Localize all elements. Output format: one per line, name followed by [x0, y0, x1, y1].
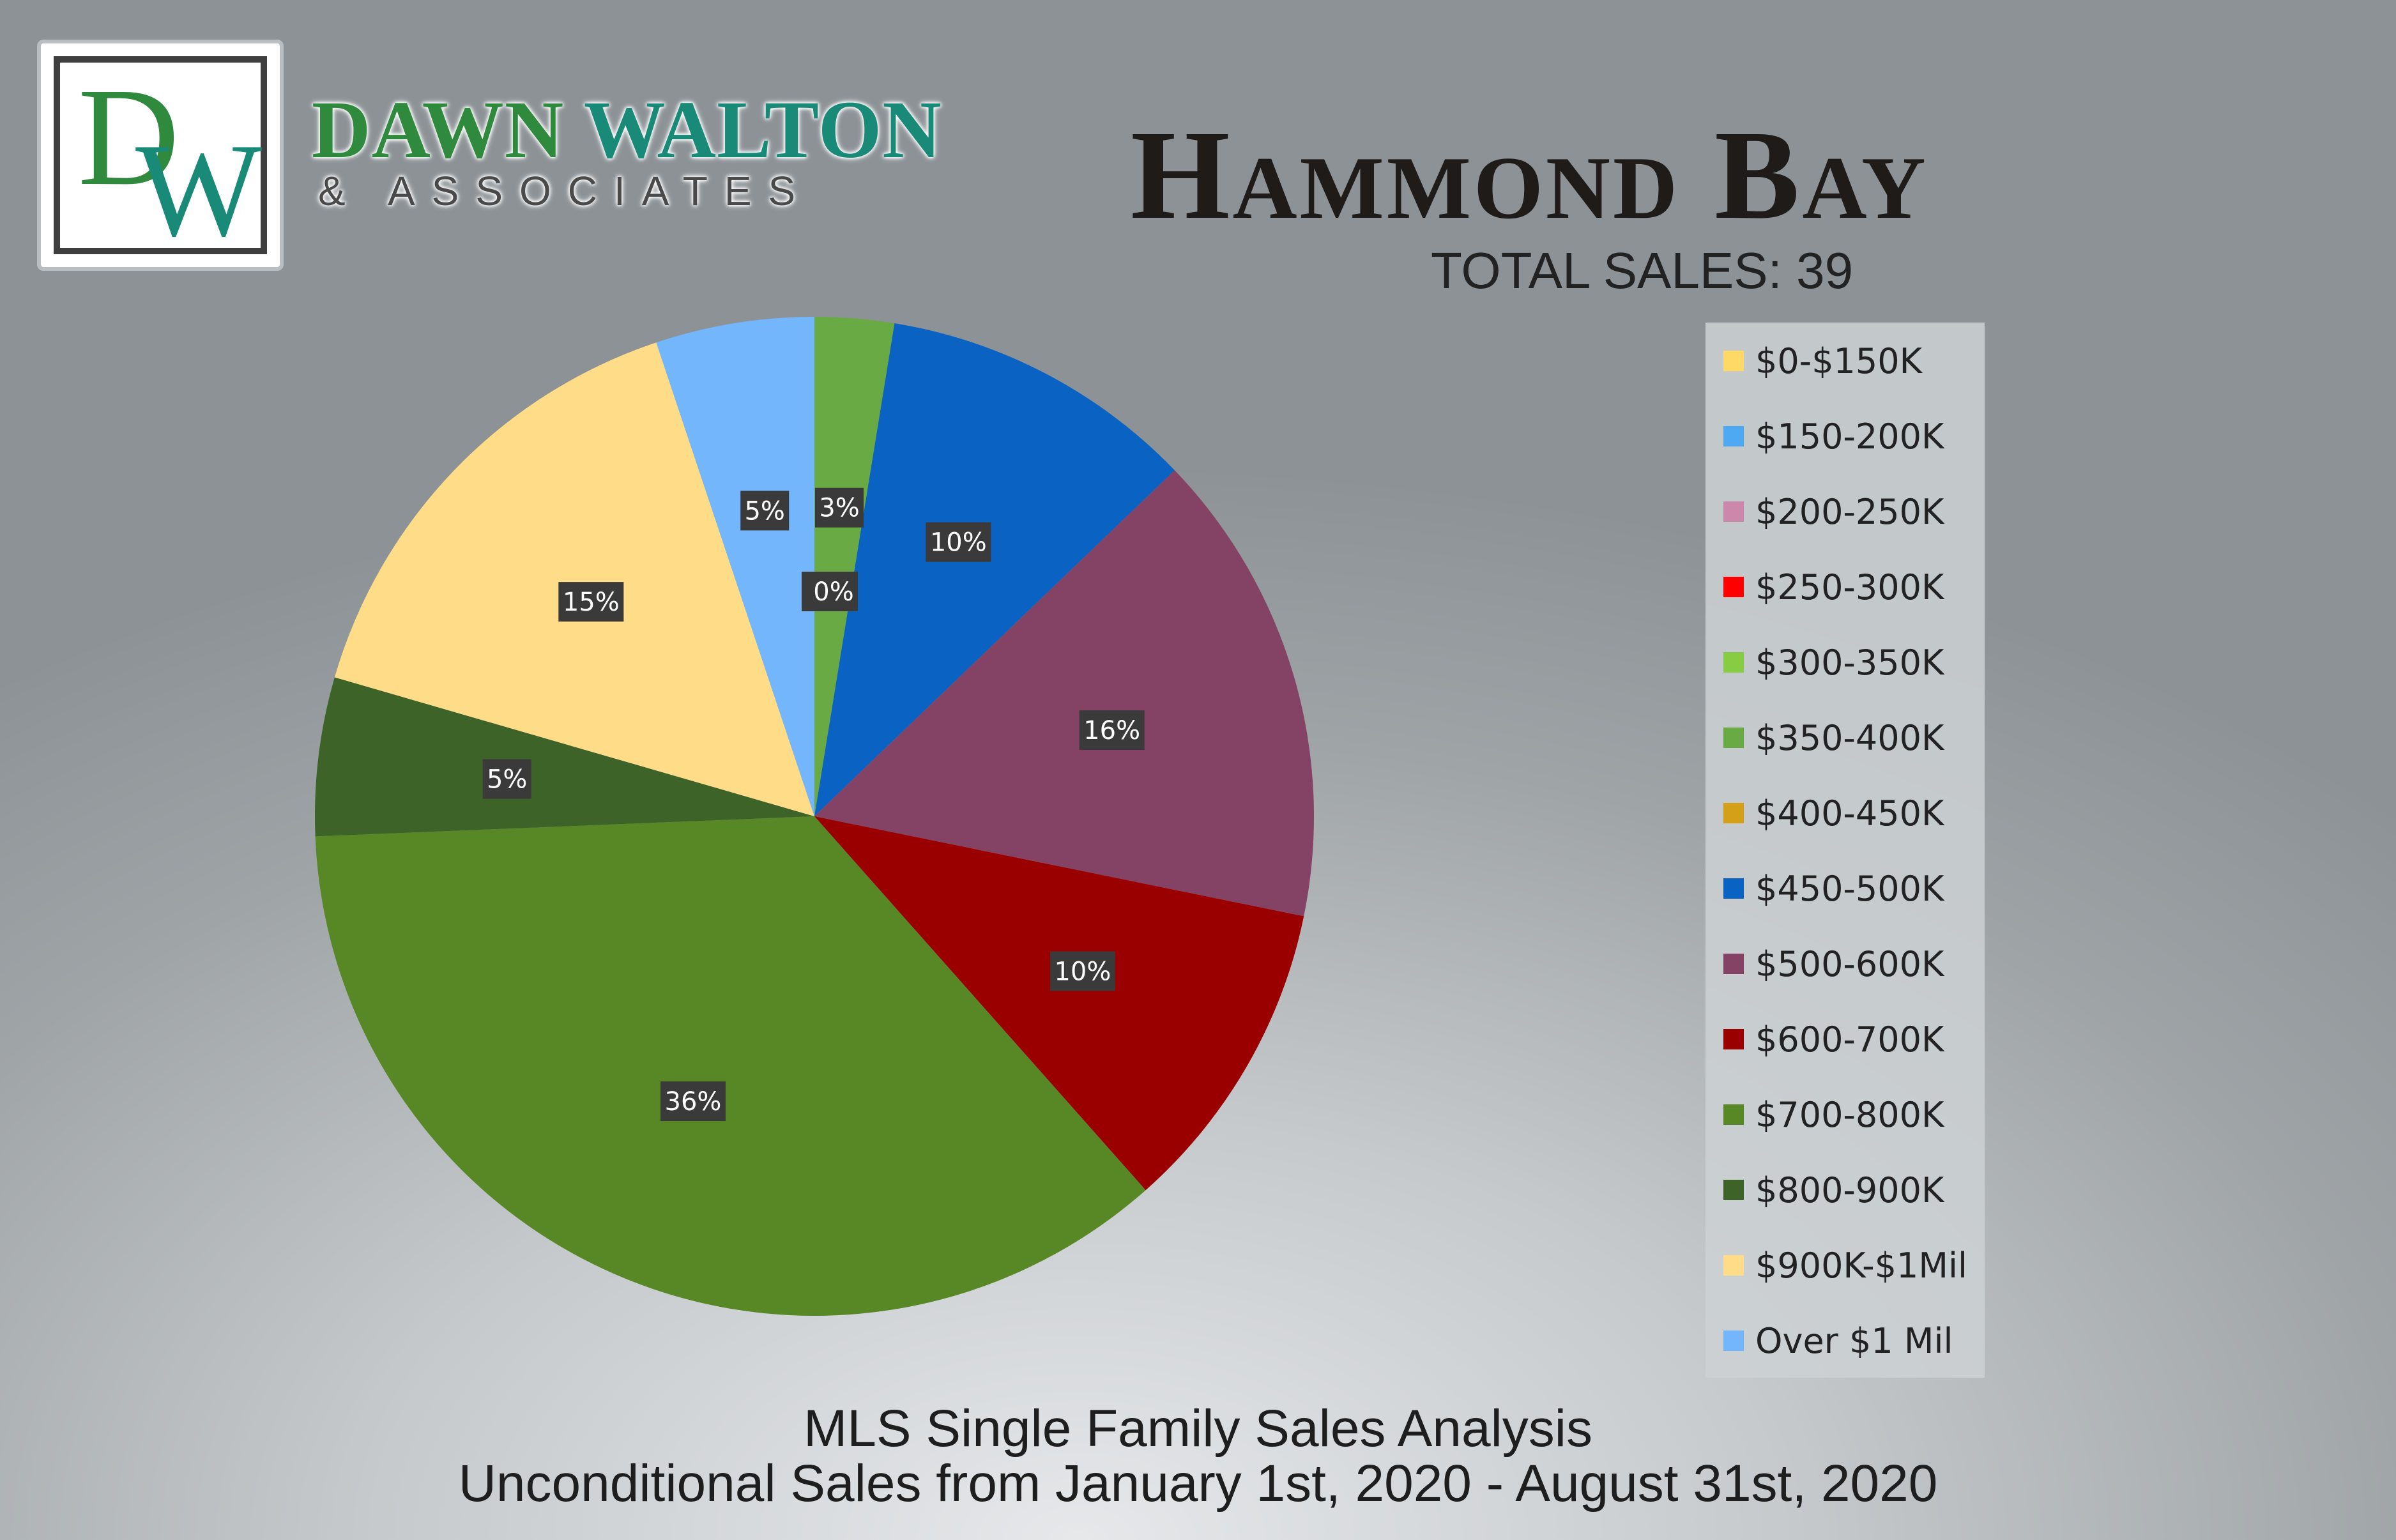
legend-item: $150-200K [1723, 411, 1944, 462]
legend-swatch [1723, 1029, 1744, 1049]
legend-swatch [1723, 954, 1744, 974]
data-label-box [740, 491, 790, 531]
logo-name: DAWN WALTON [312, 83, 942, 177]
data-label-box [815, 487, 864, 528]
footer-title: MLS Single Family Sales Analysis [803, 1399, 1593, 1458]
data-label-text: 16% [1083, 716, 1140, 745]
data-label-box [1079, 710, 1145, 751]
logo-monogram-box: D W [37, 40, 284, 271]
logo-monogram-d: D [78, 63, 179, 215]
legend-label: $400-450K [1755, 793, 1944, 834]
footer-subtitle: Unconditional Sales from January 1st, 20… [458, 1454, 1938, 1513]
legend-swatch [1723, 803, 1744, 823]
data-label-11: 36% [660, 1081, 726, 1122]
data-label-box [926, 522, 991, 562]
legend-swatch [1723, 501, 1744, 522]
legend-item: $800-900K [1723, 1164, 1944, 1216]
data-label-14: 5% [740, 491, 790, 531]
data-label-box [1049, 951, 1115, 991]
data-label-box [809, 572, 858, 611]
legend-swatch [1723, 652, 1744, 673]
data-label-text: 3% [819, 494, 859, 523]
data-label-box [660, 1081, 726, 1122]
data-label-9: 16% [1079, 710, 1145, 751]
legend-label: $250-300K [1755, 567, 1944, 607]
logo-name-first: DAWN [312, 84, 565, 175]
pie-slice-6 [814, 317, 895, 816]
legend-swatch [1723, 878, 1744, 899]
legend-swatch [1723, 1255, 1744, 1276]
legend-item: $200-250K [1723, 486, 1944, 537]
data-label-text: 36% [665, 1087, 722, 1117]
legend-swatch [1723, 1180, 1744, 1200]
data-label-7: 0% [809, 572, 858, 611]
data-label-text: 0% [813, 577, 853, 607]
legend-item: $600-700K [1723, 1014, 1944, 1065]
data-label-box [482, 759, 531, 799]
data-label-10: 10% [1049, 951, 1115, 991]
legend-item: $250-300K [1723, 561, 1944, 613]
legend-item: $300-350K [1723, 637, 1944, 688]
legend-swatch [1723, 577, 1744, 597]
data-label-text: 10% [1054, 957, 1111, 986]
legend-swatch [1723, 1330, 1744, 1351]
data-labels: 0%0%0%0%0%3%0%10%16%10%36%5%15%5% [482, 487, 1145, 1122]
legend-item: $400-450K [1723, 788, 1944, 839]
legend-label: Over $1 Mil [1755, 1320, 1953, 1361]
data-label-12: 5% [482, 759, 531, 799]
legend-item: $700-800K [1723, 1089, 1944, 1140]
legend-label: $900K-$1Mil [1755, 1245, 1967, 1286]
legend-swatch [1723, 426, 1744, 446]
data-label-text: 5% [744, 496, 784, 526]
chart-legend: $0-$150K $150-200K $200-250K $250-300K $300-… [1705, 323, 1985, 1378]
pie-slices [315, 317, 1314, 1316]
pie-slice-14 [656, 317, 814, 816]
legend-label: $0-$150K [1755, 340, 1923, 381]
data-label-text: 15% [563, 588, 620, 617]
legend-swatch [1723, 351, 1744, 371]
logo-subtitle: & ASSOCIATES [318, 168, 813, 214]
legend-label: $600-700K [1755, 1019, 1944, 1060]
data-label-text: 5% [487, 765, 527, 795]
legend-item: $0-$150K [1723, 335, 1922, 386]
pie-slice-13 [334, 342, 814, 816]
data-label-8: 10% [926, 522, 991, 562]
legend-label: $700-800K [1755, 1094, 1944, 1135]
legend-label: $450-500K [1755, 868, 1944, 909]
legend-item: $350-400K [1723, 712, 1944, 763]
legend-item: Over $1 Mil [1723, 1315, 1953, 1366]
pie-slice-11 [315, 816, 1146, 1316]
legend-label: $800-900K [1755, 1170, 1944, 1210]
data-label-box [558, 582, 624, 622]
pie-slice-8 [814, 323, 1175, 816]
data-label-6: 3% [815, 487, 864, 528]
logo-name-second: WALTON [583, 84, 942, 175]
logo-monogram-frame: D W [54, 56, 267, 264]
logo-monogram: D W [78, 59, 262, 264]
pie-slice-10 [814, 816, 1304, 1191]
legend-swatch [1723, 1104, 1744, 1125]
legend-label: $300-350K [1755, 642, 1944, 683]
data-label-text: 10% [930, 528, 987, 558]
total-sales: TOTAL SALES: 39 [1431, 242, 1854, 299]
legend-label: $200-250K [1755, 491, 1944, 532]
page-title: Hammond Bay [1131, 105, 1928, 246]
legend-item: $450-500K [1723, 863, 1944, 914]
legend-label: $500-600K [1755, 943, 1944, 984]
legend-item: $900K-$1Mil [1723, 1240, 1967, 1291]
legend-item: $500-600K [1723, 938, 1944, 989]
pie-slice-9 [814, 470, 1314, 917]
legend-swatch [1723, 728, 1744, 748]
pie-slice-12 [315, 677, 814, 837]
logo-monogram-w: W [135, 116, 262, 253]
data-label-13: 15% [558, 582, 624, 622]
legend-label: $150-200K [1755, 416, 1944, 457]
legend-label: $350-400K [1755, 717, 1944, 758]
